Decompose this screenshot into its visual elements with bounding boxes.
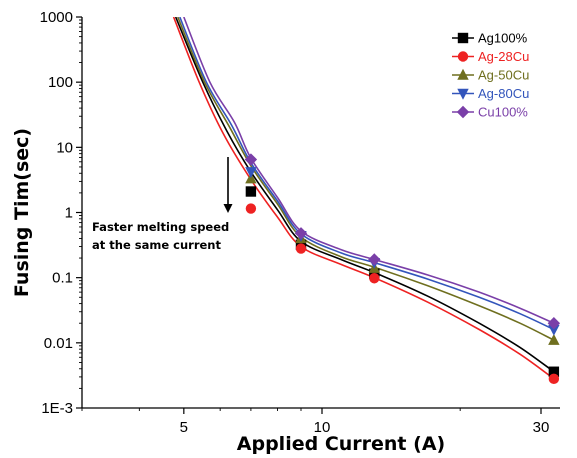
legend: Ag100% Ag-28Cu Ag-50Cu Ag-80Cu Cu100%	[452, 31, 529, 120]
annotation-arrow-head	[223, 204, 233, 213]
legend-label-4: Cu100%	[478, 105, 528, 120]
x-tick-label: 5	[180, 419, 188, 436]
y-tick-label: 100	[48, 74, 73, 91]
data-point-4-0	[244, 153, 258, 166]
legend-marker-0	[457, 32, 469, 44]
legend-label-3: Ag-80Cu	[478, 86, 529, 101]
y-tick-label: 1	[65, 205, 73, 222]
legend-label-1: Ag-28Cu	[478, 49, 529, 64]
data-point-1-0	[245, 203, 257, 214]
data-point-4-1	[294, 227, 308, 240]
data-points	[244, 153, 561, 385]
legend-label-2: Ag-50Cu	[478, 68, 529, 83]
data-point-4-2	[368, 253, 381, 266]
data-point-1-2	[369, 273, 380, 284]
fit-curve-4	[183, 17, 555, 324]
axes: 1000 100 10 1 0.1 0.01 1E-3 5 10 30 Applied Curren…	[11, 9, 560, 455]
legend-marker-3	[457, 88, 469, 100]
x-axis-title: Applied Current (A)	[237, 433, 445, 455]
data-point-0-3	[548, 366, 560, 377]
y-tick-label: 1000	[40, 9, 73, 26]
data-point-3-3	[548, 324, 560, 336]
fit-curve-2	[177, 17, 555, 341]
y-tick-label: 0.1	[52, 270, 73, 287]
x-tick-label: 30	[533, 419, 550, 436]
y-axis-title: Fusing Tim(sec)	[11, 128, 33, 297]
annotation-line-1: at the same current	[92, 238, 221, 252]
x-tick-label: 10	[314, 419, 331, 436]
legend-label-0: Ag100%	[478, 31, 528, 46]
data-point-0-0	[245, 186, 257, 197]
fit-curve-1	[172, 17, 555, 380]
annotation: Faster melting speed at the same current	[92, 157, 233, 252]
legend-marker-1	[457, 51, 469, 62]
y-tick-label: 1E-3	[41, 400, 73, 417]
annotation-line-0: Faster melting speed	[92, 220, 229, 234]
data-point-2-3	[548, 333, 560, 345]
y-tick-label: 0.01	[44, 335, 73, 352]
data-point-1-3	[548, 373, 560, 385]
fit-curves	[172, 17, 555, 380]
legend-marker-2	[457, 68, 469, 80]
data-point-3-0	[245, 167, 257, 179]
data-point-4-3	[547, 317, 561, 330]
fit-curve-3	[179, 17, 555, 331]
y-tick-label: 10	[56, 139, 73, 156]
data-point-1-1	[295, 243, 307, 254]
legend-marker-4	[456, 105, 470, 119]
fit-curve-0	[174, 17, 555, 373]
